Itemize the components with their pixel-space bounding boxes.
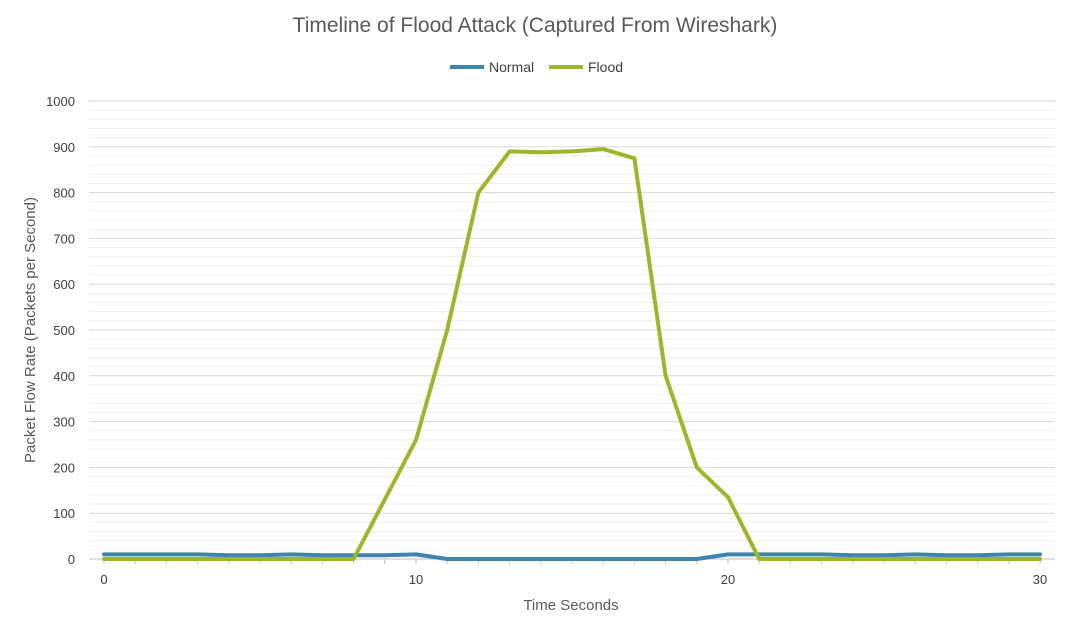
- series-line-normal: [102, 552, 1042, 561]
- y-tick-label: 500: [53, 323, 75, 338]
- y-tick-label: 200: [53, 460, 75, 475]
- y-tick-label: 0: [68, 552, 75, 567]
- gridlines: [89, 100, 1055, 551]
- series-line-flood: [102, 147, 1042, 561]
- y-axis-label: Packet Flow Rate (Packets per Second): [22, 197, 39, 463]
- y-tick-label: 800: [53, 186, 75, 201]
- legend-label-flood: Flood: [588, 59, 623, 75]
- x-axis-ticks: 0 10 20 30: [100, 559, 1047, 587]
- series-lines: [102, 147, 1042, 561]
- y-tick-label: 1000: [46, 94, 75, 109]
- x-axis-label: Time Seconds: [523, 597, 618, 614]
- chart-title: Timeline of Flood Attack (Captured From …: [293, 14, 778, 37]
- y-tick-label: 300: [53, 415, 75, 430]
- x-tick-label: 30: [1033, 572, 1047, 587]
- y-tick-label: 600: [53, 277, 75, 292]
- y-tick-label: 400: [53, 369, 75, 384]
- x-tick-label: 20: [721, 572, 735, 587]
- y-tick-label: 100: [53, 506, 75, 521]
- x-tick-label: 10: [409, 572, 423, 587]
- y-axis-ticks: 0 100 200 300 400 500 600 700 800 900 1000: [46, 94, 75, 567]
- x-tick-label: 0: [100, 572, 107, 587]
- legend: Normal Flood: [450, 59, 623, 75]
- y-tick-label: 900: [53, 140, 75, 155]
- legend-label-normal: Normal: [489, 59, 534, 75]
- y-tick-label: 700: [53, 231, 75, 246]
